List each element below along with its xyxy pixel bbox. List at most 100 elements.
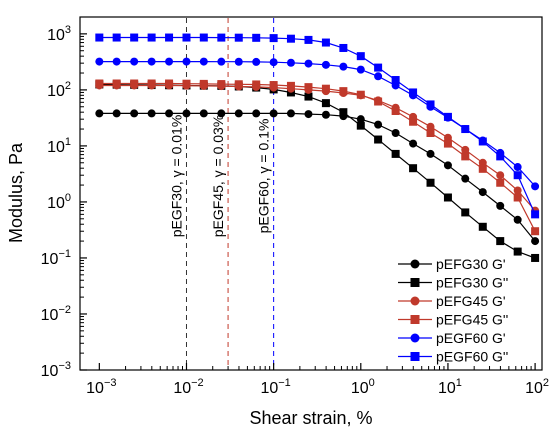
data-point [304, 59, 313, 68]
data-point [443, 139, 452, 148]
legend: pEFG30 G' pEFG30 G'' pEFG45 G' pEFG45 G'' pE… [398, 256, 508, 365]
data-point [409, 88, 418, 97]
data-point [199, 109, 208, 118]
data-point [391, 149, 400, 158]
data-point [182, 33, 191, 42]
data-point [234, 33, 243, 42]
data-point [496, 178, 505, 187]
data-point [374, 97, 383, 106]
data-point [374, 120, 383, 129]
legend-marker [410, 259, 420, 269]
x-tick-label: 102 [525, 377, 549, 397]
data-point [426, 122, 435, 131]
data-point [286, 34, 295, 43]
series-layer [95, 33, 540, 262]
data-point [147, 57, 156, 66]
data-point [112, 79, 121, 88]
x-tick-label: 10−1 [260, 377, 290, 397]
data-point [182, 79, 191, 88]
y-tick-label: 10−1 [41, 248, 71, 268]
data-point [147, 33, 156, 42]
data-point [269, 109, 278, 118]
data-point [234, 109, 243, 118]
data-point [217, 109, 226, 118]
series-line [99, 83, 536, 259]
legend-label: pEFG30 G'' [436, 275, 508, 291]
data-point [321, 99, 330, 108]
x-tick-label: 101 [438, 377, 462, 397]
data-point [461, 174, 470, 183]
legend-label: pEGF60 G'' [436, 349, 508, 365]
data-point [234, 80, 243, 89]
reference-line-label: pEGF60, γ = 0.1% [256, 119, 272, 234]
data-point [286, 81, 295, 90]
data-point [478, 158, 487, 167]
data-point [269, 58, 278, 67]
data-point [496, 201, 505, 210]
data-point [217, 57, 226, 66]
data-point [304, 35, 313, 44]
data-point [165, 79, 174, 88]
data-point [513, 186, 522, 195]
y-tick-label: 10−2 [41, 304, 71, 324]
data-point [531, 253, 540, 262]
series-group [95, 81, 540, 215]
legend-marker [410, 296, 420, 306]
legend-label: pEGF60 G' [436, 330, 506, 346]
data-point [286, 58, 295, 67]
y-tick-label: 100 [47, 192, 71, 212]
data-point [269, 34, 278, 43]
legend-label: pEFG45 G'' [436, 312, 508, 328]
data-point [531, 210, 540, 219]
legend-marker [410, 333, 420, 343]
x-tick-label: 100 [351, 377, 375, 397]
data-point [199, 33, 208, 42]
data-point [409, 117, 418, 126]
y-tick-label: 101 [47, 136, 71, 156]
data-point [112, 109, 121, 118]
data-point [496, 152, 505, 161]
data-point [234, 57, 243, 66]
series-group [95, 79, 540, 236]
data-point [461, 208, 470, 217]
data-point [252, 80, 261, 89]
data-point [426, 149, 435, 158]
y-tick-label: 102 [47, 80, 71, 100]
series-group [95, 57, 540, 191]
data-point [374, 72, 383, 81]
y-axis: 10−3 10−2 10−1 100 101 102 103 [41, 24, 87, 380]
data-point [130, 79, 139, 88]
data-point [391, 128, 400, 137]
data-point [513, 247, 522, 256]
data-point [304, 83, 313, 92]
data-point [374, 135, 383, 144]
data-point [165, 109, 174, 118]
legend-label: pEFG45 G' [436, 293, 506, 309]
legend-marker [410, 315, 420, 324]
reference-line-label: pEGF30, γ = 0.01% [168, 115, 184, 238]
data-point [339, 108, 348, 117]
data-point [356, 90, 365, 99]
data-point [95, 79, 104, 88]
data-point [321, 84, 330, 93]
data-point [531, 182, 540, 191]
y-tick-label: 10−3 [41, 360, 71, 380]
data-point [147, 79, 156, 88]
data-point [95, 109, 104, 118]
data-point [165, 33, 174, 42]
data-point [147, 109, 156, 118]
data-point [513, 215, 522, 224]
reference-line-label: pEGF45, γ = 0.03% [210, 115, 226, 238]
series-line [99, 82, 536, 232]
data-point [356, 121, 365, 130]
data-point [321, 110, 330, 119]
reference-lines: pEGF30, γ = 0.01% pEGF45, γ = 0.03% pEGF60… [168, 18, 275, 369]
data-point [252, 57, 261, 66]
data-point [182, 109, 191, 118]
x-axis-label: Shear strain, % [249, 408, 372, 428]
data-point [112, 33, 121, 42]
data-point [182, 57, 191, 66]
data-point [461, 145, 470, 154]
data-point [217, 80, 226, 89]
